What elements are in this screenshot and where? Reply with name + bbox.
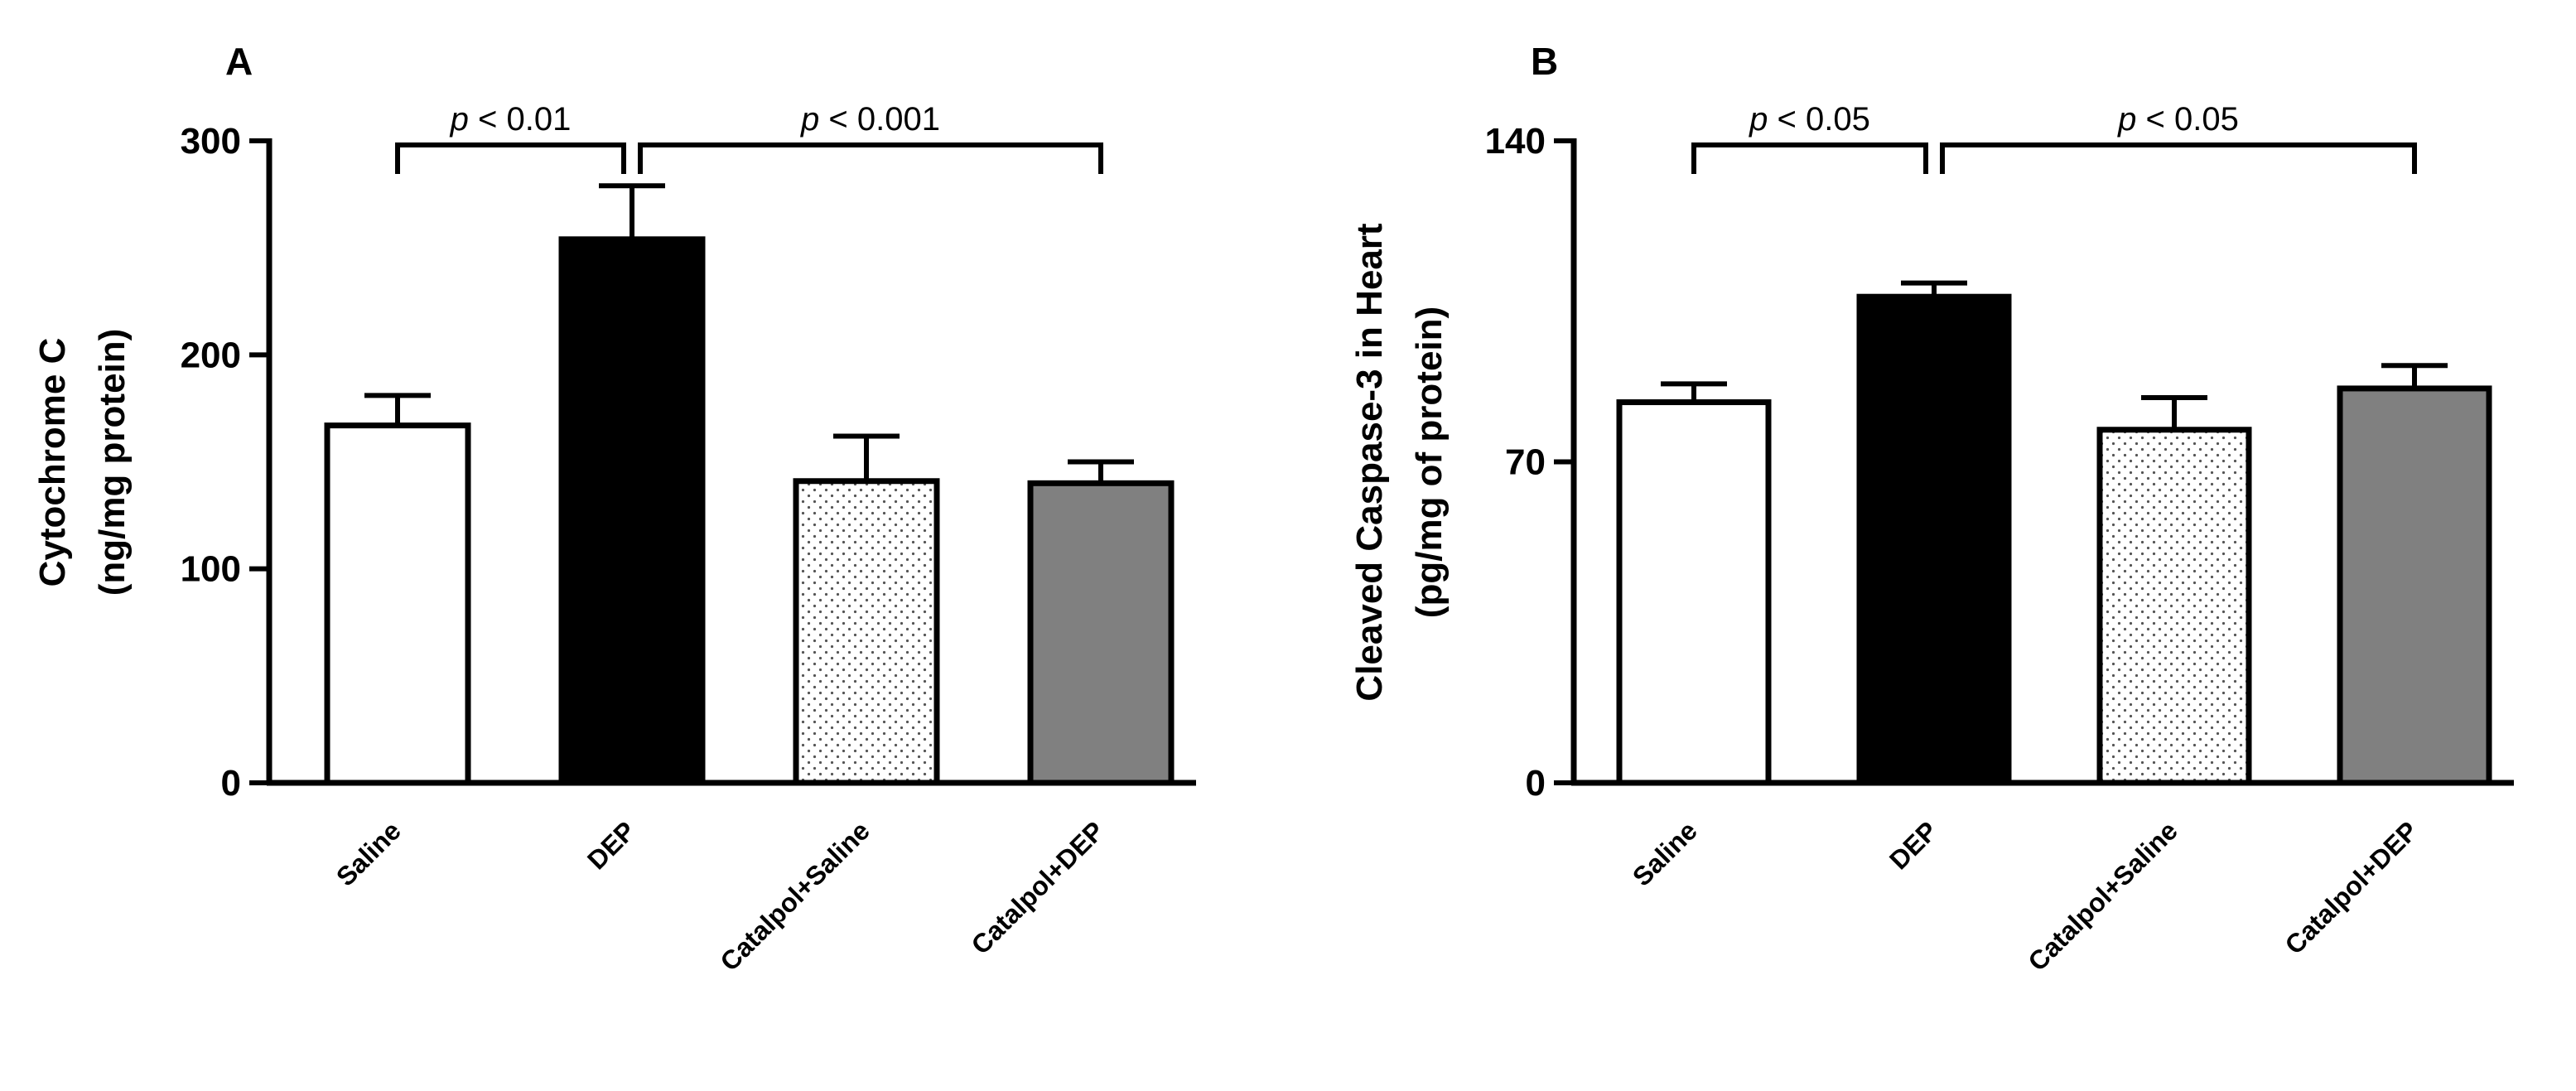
x-tick-label: Catalpol+DEP	[2279, 815, 2423, 959]
x-tick-label: Saline	[330, 815, 407, 891]
p-symbol: p	[450, 101, 469, 138]
panel-letter: A	[225, 40, 253, 83]
x-tick-label: DEP	[581, 815, 641, 875]
significance-label: p < 0.001	[800, 101, 940, 138]
p-value: < 0.001	[819, 101, 940, 138]
y-tick-label: 200	[181, 335, 241, 375]
y-axis-label-line: (pg/mg of protein)	[1409, 307, 1450, 618]
significance-bracket	[638, 142, 1103, 174]
y-tick-label: 140	[1485, 121, 1546, 162]
panel-b: B Cleaved Caspase-3 in Heart (pg/mg of pro…	[1349, 40, 2514, 977]
p-value: < 0.05	[2136, 101, 2238, 138]
p-symbol: p	[2117, 101, 2136, 138]
p-symbol: p	[800, 101, 819, 138]
y-axis-label-line: Cleaved Caspase-3 in Heart	[1349, 223, 1390, 702]
significance-label: p < 0.05	[1749, 101, 1870, 138]
y-axis-label-line: (ng/mg protein)	[92, 329, 133, 596]
x-tick-label: DEP	[1884, 815, 1943, 875]
bar-dep	[1856, 293, 2012, 786]
y-tick-label: 70	[1505, 442, 1546, 483]
bar-catalpol-dep	[2337, 385, 2492, 786]
significance-bracket	[1691, 142, 1928, 174]
panel-a: A Cytochrome C (ng/mg protein) 0 100 200 300 Sa…	[32, 40, 1196, 977]
p-value: < 0.05	[1768, 101, 1869, 138]
y-tick-label: 0	[221, 763, 241, 804]
bar-dep	[558, 236, 706, 786]
significance-label: p < 0.01	[450, 101, 572, 138]
significance-label: p < 0.05	[2117, 101, 2239, 138]
bar-catalpol-saline	[793, 478, 940, 786]
x-tick-label: Catalpol+Saline	[714, 815, 876, 977]
bar-catalpol-saline	[2096, 427, 2252, 786]
y-tick-label: 0	[1526, 763, 1546, 804]
significance-bracket	[395, 142, 626, 174]
y-axis-label-line: Cytochrome C	[32, 338, 73, 587]
x-tick-label: Catalpol+DEP	[965, 815, 1109, 959]
significance-bracket	[1940, 142, 2417, 174]
y-tick-label: 100	[181, 549, 241, 590]
bar-saline	[1616, 399, 1772, 786]
panel-letter: B	[1531, 40, 1558, 83]
y-tick-label: 300	[181, 121, 241, 162]
bar-saline	[324, 422, 471, 786]
x-tick-label: Saline	[1627, 815, 1703, 891]
p-symbol: p	[1749, 101, 1768, 138]
bar-catalpol-dep	[1027, 480, 1175, 786]
p-value: < 0.01	[469, 101, 571, 138]
x-tick-label: Catalpol+Saline	[2022, 815, 2183, 977]
